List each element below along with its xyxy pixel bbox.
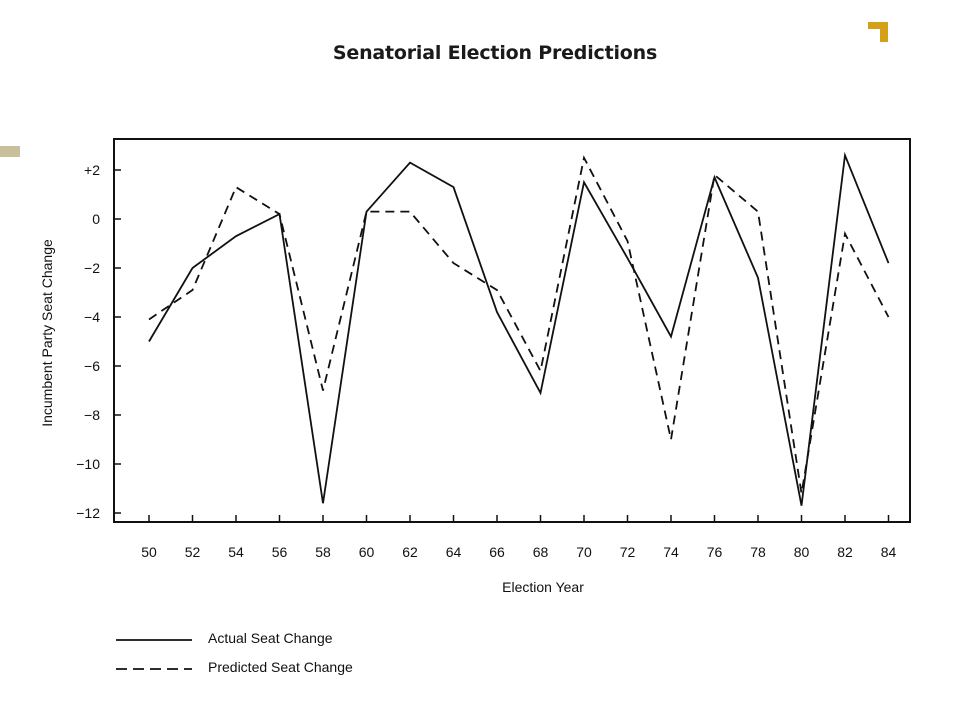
x-tick-label: 60 bbox=[359, 544, 375, 560]
y-tick-label: 0 bbox=[92, 211, 100, 227]
x-tick-label: 78 bbox=[750, 544, 766, 560]
y-tick-label: −10 bbox=[76, 456, 100, 472]
y-tick-label: −2 bbox=[84, 260, 100, 276]
x-axis-title: Election Year bbox=[502, 579, 584, 595]
x-tick-label: 54 bbox=[228, 544, 244, 560]
x-tick-label: 68 bbox=[533, 544, 549, 560]
x-tick-label: 80 bbox=[794, 544, 810, 560]
series-line-actual bbox=[148, 151, 890, 506]
y-tick-label: −8 bbox=[84, 407, 100, 423]
x-tick-label: 66 bbox=[489, 544, 505, 560]
legend-label: Predicted Seat Change bbox=[208, 659, 353, 675]
legend-label: Actual Seat Change bbox=[208, 630, 333, 646]
corner-mark-icon bbox=[868, 22, 888, 42]
x-tick-label: 50 bbox=[141, 544, 157, 560]
y-axis-title: Incumbent Party Seat Change bbox=[39, 239, 55, 427]
x-tick-label: 70 bbox=[576, 544, 592, 560]
x-tick-label: 62 bbox=[402, 544, 418, 560]
x-tick-label: 56 bbox=[272, 544, 288, 560]
x-tick-label: 82 bbox=[837, 544, 853, 560]
x-tick-label: 52 bbox=[185, 544, 201, 560]
y-tick-label: −6 bbox=[84, 358, 100, 374]
y-tick-label: −12 bbox=[76, 505, 100, 521]
x-tick-label: 74 bbox=[663, 544, 679, 560]
side-accent-bar bbox=[0, 146, 20, 157]
x-tick-label: 84 bbox=[881, 544, 897, 560]
x-tick-label: 64 bbox=[446, 544, 462, 560]
x-tick-label: 72 bbox=[620, 544, 636, 560]
y-tick-label: −4 bbox=[84, 309, 100, 325]
series-line-predicted bbox=[148, 155, 890, 494]
x-tick-label: 76 bbox=[707, 544, 723, 560]
y-tick-label: +2 bbox=[84, 162, 100, 178]
x-tick-label: 58 bbox=[315, 544, 331, 560]
chart-title: Senatorial Election Predictions bbox=[332, 42, 658, 64]
plot-frame bbox=[113, 138, 911, 523]
